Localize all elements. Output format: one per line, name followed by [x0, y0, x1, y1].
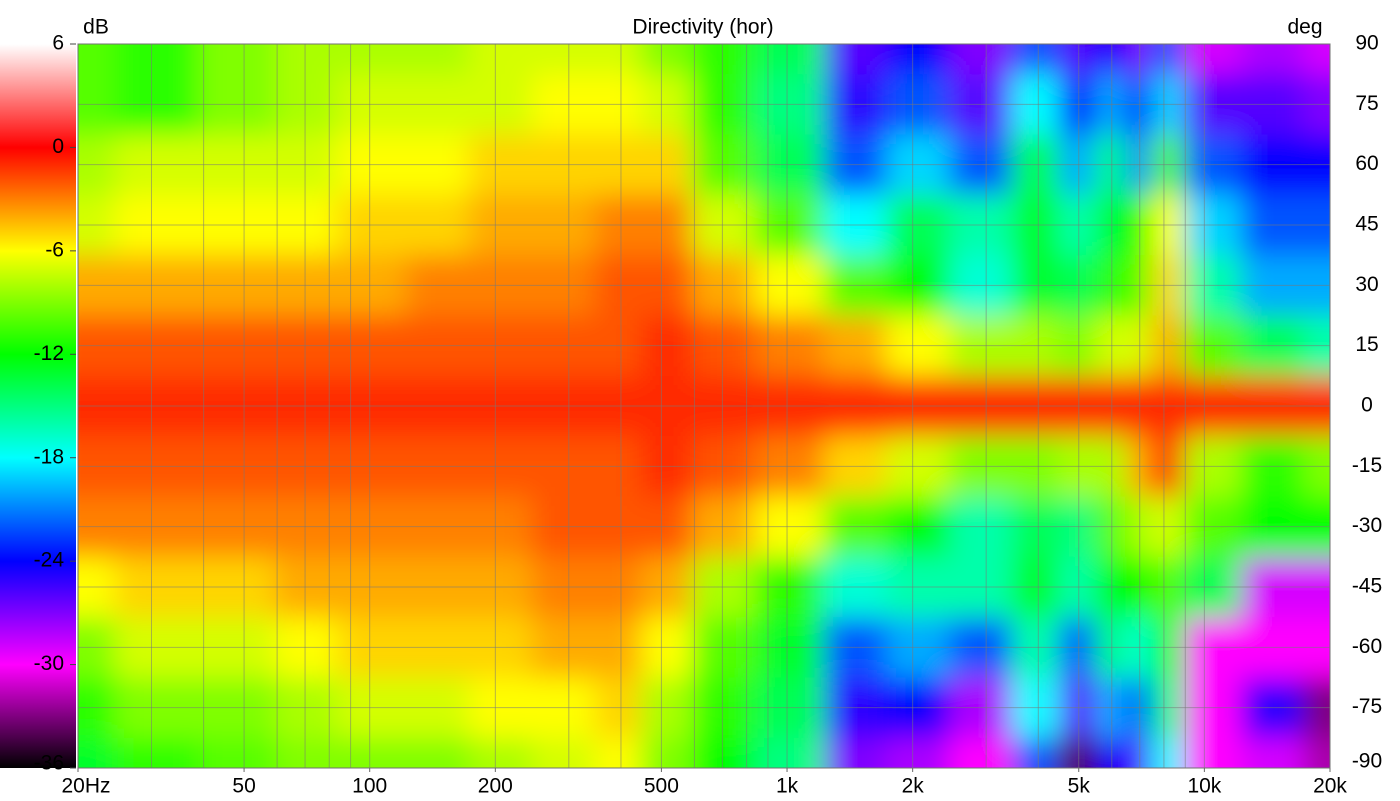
heat-cell [1012, 737, 1060, 768]
y-tick-label: -45 [1352, 575, 1382, 598]
x-tick-label: 200 [478, 775, 513, 798]
heat-cell [886, 737, 950, 768]
heat-cell [1241, 44, 1305, 75]
colorbar-tick-label: 0 [52, 135, 64, 158]
heat-cell [337, 44, 407, 75]
heat-cell [532, 737, 596, 768]
y-tick-label: 45 [1355, 213, 1378, 236]
x-tick-label: 500 [644, 775, 679, 798]
x-tick-label: 10k [1187, 775, 1221, 798]
heat-cell [1058, 737, 1096, 768]
heat-cell [469, 44, 533, 75]
x-tick-label: 20k [1313, 775, 1347, 798]
heat-cell [1151, 737, 1185, 768]
heat-cell [1303, 737, 1330, 768]
x-tick-label: 1k [776, 775, 799, 798]
heat-cell [197, 737, 276, 768]
x-tick-label: 2k [902, 775, 925, 798]
y-tick-label: 75 [1355, 92, 1378, 115]
heat-cell [886, 44, 950, 75]
x-tick-label: 5k [1068, 775, 1091, 798]
heat-cell [114, 44, 199, 75]
heat-cell [114, 737, 199, 768]
y-axis-label: deg [1287, 16, 1322, 39]
colorbar-tick-label: -18 [34, 445, 64, 468]
heat-cell [1303, 44, 1330, 75]
heat-cell [78, 44, 116, 75]
x-tick-label: 100 [352, 775, 387, 798]
y-tick-label: -90 [1352, 750, 1382, 773]
heat-cell [594, 737, 642, 768]
colorbar [0, 44, 76, 768]
heat-cell [1151, 44, 1185, 75]
heat-cell [406, 44, 470, 75]
colorbar-tick-label: -30 [34, 652, 64, 675]
y-tick-label: 15 [1355, 333, 1378, 356]
heat-cell [469, 737, 533, 768]
heat-cell [1095, 44, 1127, 75]
heat-cell [274, 737, 338, 768]
colorbar-tick-label: -12 [34, 342, 64, 365]
heat-cell [949, 737, 1013, 768]
heat-cell [691, 44, 756, 75]
heat-cell [78, 737, 116, 768]
y-tick-label: -75 [1352, 695, 1382, 718]
heat-cell [1241, 737, 1305, 768]
heat-cell [532, 44, 596, 75]
y-tick-label: 0 [1361, 394, 1373, 417]
chart-title: Directivity (hor) [632, 16, 773, 39]
x-tick-label: 50 [232, 775, 255, 798]
x-tick-label: 20Hz [61, 775, 110, 798]
heat-cell [1184, 44, 1242, 75]
y-tick-label: -15 [1352, 454, 1382, 477]
heat-cell [594, 44, 642, 75]
heat-cell [274, 44, 338, 75]
y-tick-label: -30 [1352, 514, 1382, 537]
heat-cell [1095, 737, 1127, 768]
y-tick-label: 90 [1355, 32, 1378, 55]
colorbar-tick-label: -24 [34, 549, 65, 572]
heat-cell [1012, 44, 1060, 75]
heat-cell [823, 737, 888, 768]
y-tick-label: 30 [1355, 273, 1378, 296]
heat-cell [691, 737, 756, 768]
heat-cell [1184, 737, 1242, 768]
heat-cell [1058, 44, 1096, 75]
colorbar-label: dB [83, 16, 109, 39]
y-tick-label: 60 [1355, 152, 1378, 175]
heat-cell [641, 737, 693, 768]
colorbar-tick-label: -6 [45, 238, 64, 261]
heat-cell [949, 44, 1013, 75]
heat-cell [1125, 737, 1153, 768]
heat-cell [823, 44, 888, 75]
colorbar-tick-label: -36 [34, 752, 64, 775]
heat-cell [1125, 44, 1153, 75]
y-tick-label: -60 [1352, 635, 1382, 658]
heat-cell [641, 44, 693, 75]
heat-cell [197, 44, 276, 75]
heat-cell [337, 737, 407, 768]
colorbar-tick-label: 6 [52, 32, 64, 55]
heat-cell [754, 737, 825, 768]
heat-cell [754, 44, 825, 75]
heat-cell [406, 737, 470, 768]
